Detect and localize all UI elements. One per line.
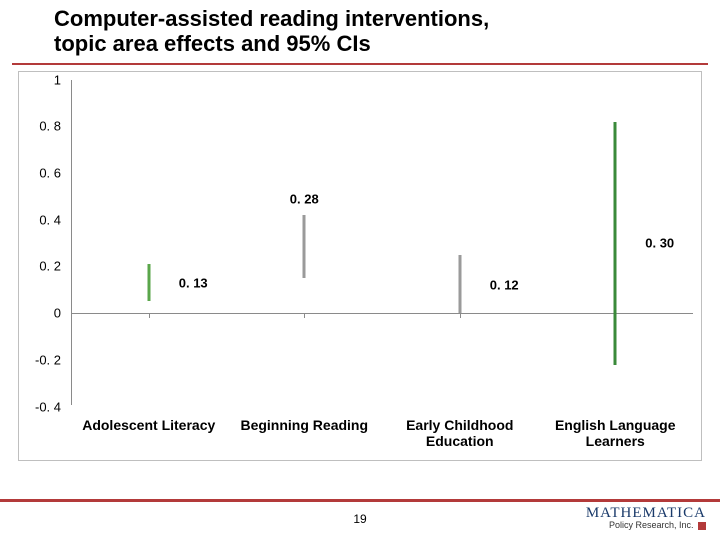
logo-box-icon — [698, 522, 706, 530]
point-estimate-label: 0. 13 — [179, 275, 208, 290]
page-number: 19 — [353, 512, 366, 526]
plot-area: 0. 13 0. 28 0. 12 0. 30 — [71, 80, 693, 405]
logo-main: MATHEMATICA — [586, 506, 706, 521]
logo-sub: Policy Research, Inc. — [586, 521, 706, 530]
category-label: Beginning Reading — [229, 417, 379, 433]
point-estimate-label: 0. 12 — [490, 278, 519, 293]
ci-bar — [458, 255, 461, 313]
title-underline — [12, 63, 708, 65]
forest-plot-chart: -0. 4-0. 200. 20. 40. 60. 81 0. 130. 280… — [18, 71, 702, 461]
title-line1: Computer-assisted reading interventions, — [54, 6, 720, 31]
y-axis-labels: -0. 4-0. 200. 20. 40. 60. 81 — [19, 72, 67, 405]
category-label: Early Childhood Education — [385, 417, 535, 449]
ci-bar — [147, 264, 150, 301]
category-label: English Language Learners — [540, 417, 690, 449]
y-tick-label: 0. 6 — [39, 166, 61, 181]
y-tick-label: 0. 4 — [39, 212, 61, 227]
point-estimate-label: 0. 28 — [290, 191, 319, 206]
point-estimate-label: 0. 30 — [645, 236, 674, 251]
footer-rule — [0, 499, 720, 502]
x-axis-line — [71, 313, 693, 314]
y-axis-line — [71, 80, 72, 405]
x-tick — [304, 313, 305, 318]
x-tick — [149, 313, 150, 318]
title-line2: topic area effects and 95% CIs — [54, 31, 720, 56]
title-block: Computer-assisted reading interventions,… — [0, 0, 720, 61]
y-tick-label: 1 — [54, 72, 61, 87]
y-tick-label: -0. 4 — [35, 399, 61, 414]
x-tick — [460, 313, 461, 318]
y-tick-label: -0. 2 — [35, 352, 61, 367]
logo-sub-text: Policy Research, Inc. — [609, 520, 694, 530]
y-tick-label: 0. 8 — [39, 119, 61, 134]
ci-bar — [614, 122, 617, 365]
category-label: Adolescent Literacy — [74, 417, 224, 433]
logo-block: MATHEMATICA Policy Research, Inc. — [586, 506, 706, 530]
y-tick-label: 0. 2 — [39, 259, 61, 274]
ci-bar — [303, 215, 306, 278]
y-tick-label: 0 — [54, 306, 61, 321]
